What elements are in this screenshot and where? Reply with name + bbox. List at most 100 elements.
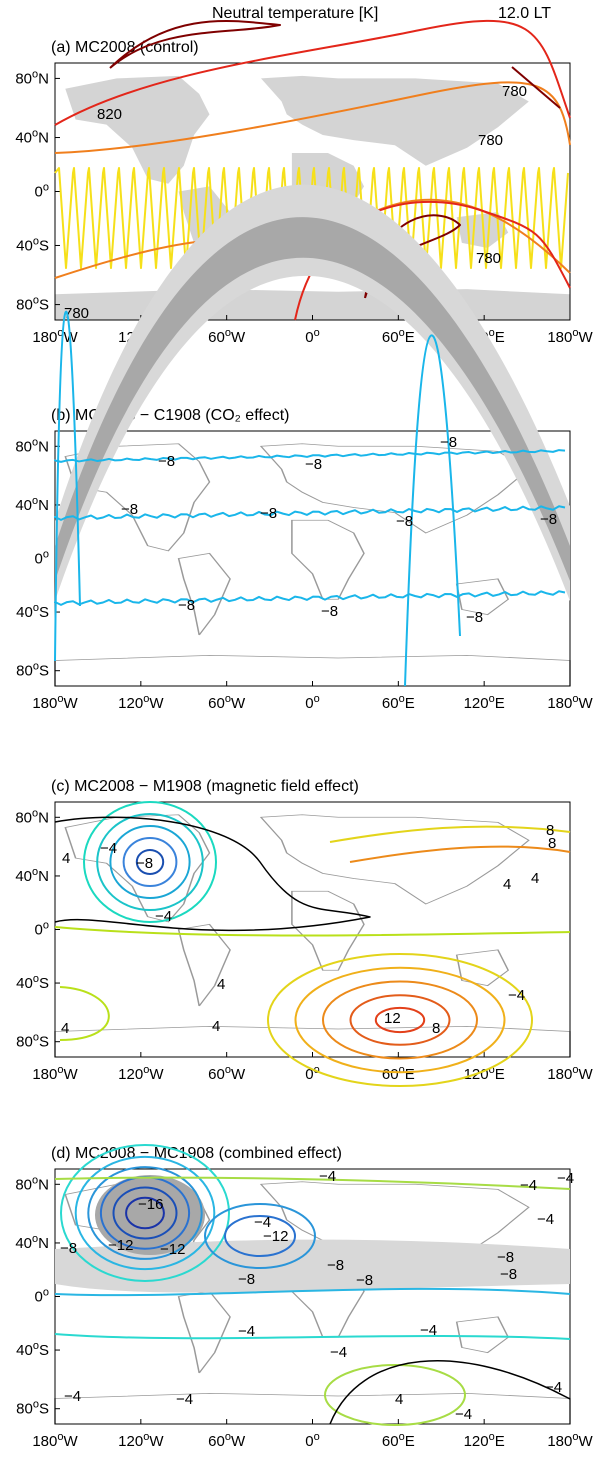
neg-ring-d-5: [125, 1196, 165, 1230]
contour-label-b-2: −8: [305, 456, 322, 473]
y-tick-label-1-0: 80oN: [15, 436, 49, 455]
contour-label-c-1: −4: [155, 908, 172, 925]
panel-title-2: (c) MC2008 − M1908 (magnetic field effec…: [51, 778, 359, 795]
x-tick-label-2-3: 0o: [305, 1064, 319, 1083]
neg-ring-d-4: [112, 1186, 178, 1240]
landmass-3-1: [177, 1290, 231, 1374]
contour-label-d-10: −4: [319, 1168, 336, 1185]
neg-ring-4: [135, 849, 165, 875]
y-tick-label-1-2: 0o: [35, 549, 49, 568]
y-tick-label-3-1: 40oN: [15, 1233, 49, 1252]
y-tick-label-0-4: 80oS: [16, 295, 49, 314]
zero-contour-d: [329, 1360, 571, 1425]
figure-title: Neutral temperature [K]: [212, 5, 379, 22]
neg-ring-d-2: [87, 1166, 203, 1260]
y-tick-label-1-3: 40oS: [16, 602, 49, 621]
landmass-2-1: [177, 923, 231, 1007]
x-tick-label-2-1: 120oW: [118, 1064, 164, 1083]
contour-label-c-13: 4: [503, 876, 511, 893]
contour-label-d-15: −4: [330, 1344, 347, 1361]
contour-label-d-8: −8: [500, 1266, 517, 1283]
contour-label-c-7: 12: [384, 1010, 401, 1027]
contour-label-d-20: −4: [455, 1406, 472, 1423]
contour-cyan-mid: [54, 505, 566, 521]
contour-label-d-2: −12: [108, 1237, 133, 1254]
x-tick-label-2-6: 180oW: [547, 1064, 593, 1083]
contour-label-d-7: −8: [497, 1249, 514, 1266]
contour-label-c-10: 8: [548, 835, 556, 852]
x-tick-label-3-0: 180oW: [32, 1431, 78, 1450]
landmass-1-3: [291, 519, 365, 600]
contour-label-c-9: 8: [546, 822, 554, 839]
panel-0: (a) MC2008 (control)80oN 40oN 0o 40oS 80oS 18…: [15, 19, 593, 346]
contour-label-a-5: 780: [64, 305, 89, 322]
contour-yellow-band: [54, 167, 569, 269]
x-tick-label-2-5: 120oE: [464, 1064, 505, 1083]
contour-label-b-5: −8: [396, 513, 413, 530]
contour-label-c-6: 4: [212, 1018, 220, 1035]
contour-label-d-0: −16: [138, 1196, 163, 1213]
x-tick-label-2-2: 60oW: [208, 1064, 246, 1083]
panel-title-3: (d) MC2008 − MC1908 (combined effect): [51, 1145, 342, 1162]
contour-yellow-north: [329, 825, 571, 843]
contour-label-b-9: −8: [466, 609, 483, 626]
y-tick-label-1-1: 40oN: [15, 495, 49, 514]
contour-label-d-22: −4: [557, 1170, 574, 1187]
contour-label-c-8: 8: [432, 1020, 440, 1037]
contour-label-b-4: −8: [260, 505, 277, 522]
contour-label-d-17: −4: [64, 1388, 81, 1405]
contour-label-d-5: −8: [238, 1271, 255, 1288]
y-tick-label-3-3: 40oS: [16, 1340, 49, 1359]
landmass-1-1: [177, 552, 231, 636]
landmass-2-0: [64, 814, 211, 923]
neg-ring-3: [122, 837, 178, 887]
contour-cyan-north: [54, 449, 566, 463]
contour-label-c-0: −8: [136, 855, 153, 872]
pos-ring-0: [267, 953, 533, 1087]
contour-label-a-2: 780: [478, 132, 503, 149]
y-tick-label-3-2: 0o: [35, 1287, 49, 1306]
x-tick-label-2-4: 60oE: [382, 1064, 415, 1083]
shaded-band-d: [55, 1239, 570, 1293]
contour-label-d-18: −4: [176, 1391, 193, 1408]
pos-ring-3: [349, 994, 451, 1046]
landmass-1-4: [455, 578, 510, 616]
pos-ring-4: [374, 1006, 426, 1034]
zero-contour: [54, 816, 371, 932]
x-tick-label-0-0: 180oW: [32, 327, 78, 346]
x-tick-label-1-2: 60oW: [208, 693, 246, 712]
contour-label-b-0: −8: [440, 434, 457, 451]
x-tick-label-0-4: 60oE: [382, 327, 415, 346]
contour-label-c-5: 4: [61, 1020, 69, 1037]
contour-cyan-sw: [54, 310, 81, 662]
contour-orange-north: [349, 845, 571, 863]
pos-ring-1: [294, 966, 506, 1074]
x-tick-label-3-4: 60oE: [382, 1431, 415, 1450]
neg-ring-0: [83, 801, 217, 923]
panel-3: (d) MC2008 − MC1908 (combined effect)80o…: [15, 1144, 593, 1450]
contour-label-a-1: 780: [502, 83, 527, 100]
landmass-3-4: [455, 1316, 510, 1354]
contour-label-d-16: −4: [420, 1322, 437, 1339]
contour-label-b-6: −8: [540, 511, 557, 528]
y-tick-label-2-4: 80oS: [16, 1032, 49, 1051]
x-tick-label-1-5: 120oE: [464, 693, 505, 712]
y-tick-label-0-0: 80oN: [15, 68, 49, 87]
contour-label-b-3: −8: [121, 501, 138, 518]
x-tick-label-3-1: 120oW: [118, 1431, 164, 1450]
neg-ring-mid-2: [204, 1203, 316, 1269]
map-frame-2: [54, 801, 571, 1058]
contour-label-d-12: −4: [520, 1177, 537, 1194]
contour-label-c-3: 4: [62, 850, 70, 867]
pos-ring-d: [324, 1364, 466, 1426]
contour-label-b-8: −8: [321, 603, 338, 620]
contour-darkred-ne: [511, 66, 561, 109]
contour-label-d-11: −4: [254, 1214, 271, 1231]
neg-ring-d-1: [74, 1155, 216, 1271]
local-time-label: 12.0 LT: [498, 5, 552, 22]
x-tick-label-1-0: 180oW: [32, 693, 78, 712]
landmass-1-2: [259, 443, 530, 534]
y-tick-label-2-3: 40oS: [16, 973, 49, 992]
x-tick-label-3-6: 180oW: [547, 1431, 593, 1450]
